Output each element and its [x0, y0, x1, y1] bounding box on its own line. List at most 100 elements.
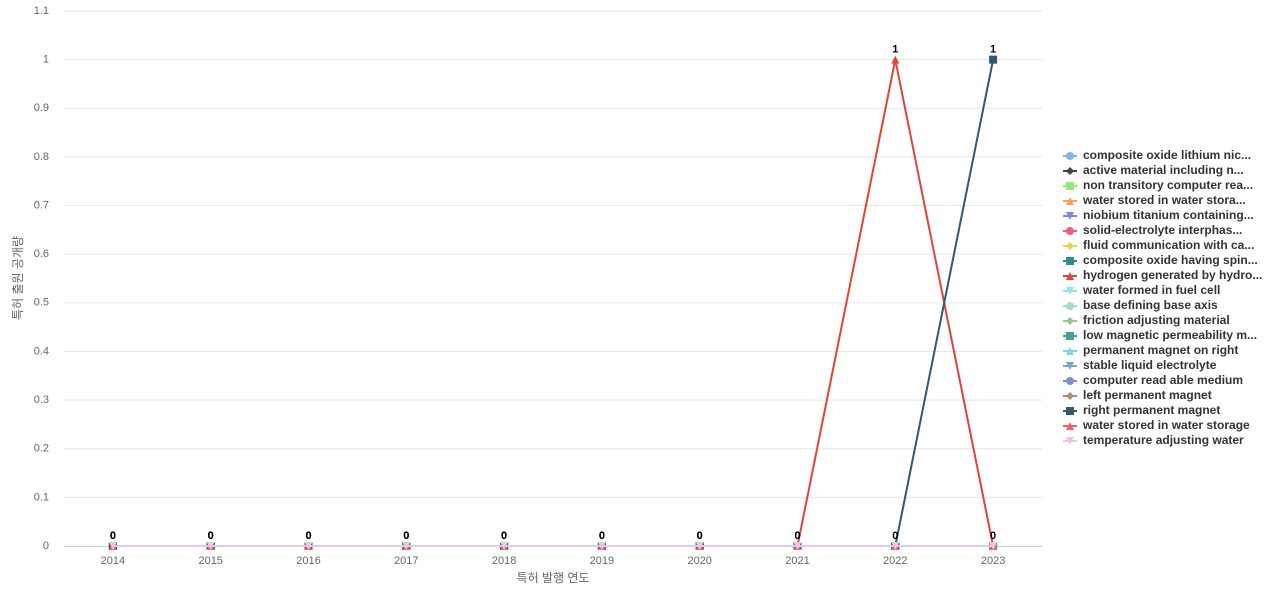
marker	[695, 542, 704, 550]
marker	[1066, 287, 1074, 295]
legend-text: non transitory computer rea...	[1083, 178, 1253, 192]
legend-item: water stored in water storage	[1063, 418, 1250, 432]
legend-item: fluid communication with ca...	[1063, 238, 1254, 252]
legend-item: permanent magnet on right	[1063, 343, 1238, 357]
legend-item: niobium titanium containing...	[1063, 208, 1254, 222]
marker	[1066, 257, 1074, 265]
marker	[1066, 437, 1074, 445]
marker	[304, 542, 313, 550]
marker	[108, 542, 117, 550]
x-tick-label: 2022	[883, 555, 907, 567]
legend-item: low magnetic permeability m...	[1063, 328, 1257, 342]
legend-item: computer read able medium	[1063, 373, 1243, 387]
y-tick-label: 0.1	[34, 491, 49, 503]
marker	[1066, 422, 1074, 430]
x-tick-label: 2019	[590, 555, 614, 567]
legend-item: composite oxide lithium nic...	[1063, 148, 1251, 162]
value-label: 0	[403, 530, 409, 542]
y-tick-label: 0.2	[34, 443, 49, 455]
y-tick-label: 0.6	[34, 248, 49, 260]
marker	[1066, 272, 1074, 280]
value-label: 1	[892, 44, 898, 56]
marker	[1066, 182, 1074, 190]
legend-item: active material including n...	[1063, 163, 1244, 177]
marker	[1066, 302, 1074, 310]
y-tick-label: 0	[43, 540, 49, 552]
value-label: 0	[501, 530, 507, 542]
value-label: 0	[697, 530, 703, 542]
marker	[1066, 332, 1074, 340]
legend-item: right permanent magnet	[1063, 403, 1220, 417]
marker	[1066, 167, 1074, 175]
marker	[1066, 392, 1074, 400]
y-tick-label: 0.4	[34, 345, 49, 357]
marker	[891, 542, 900, 550]
legend-item: left permanent magnet	[1063, 388, 1212, 402]
legend-item: stable liquid electrolyte	[1063, 358, 1217, 372]
x-axis-title: 특허 발행 연도	[517, 570, 590, 585]
legend-text: computer read able medium	[1083, 373, 1243, 387]
legend-text: left permanent magnet	[1083, 388, 1212, 402]
x-tick-label: 2021	[785, 555, 809, 567]
value-label: 0	[892, 530, 898, 542]
legend-text: hydrogen generated by hydro...	[1083, 268, 1262, 282]
legend-text: niobium titanium containing...	[1083, 208, 1254, 222]
legend-item: base defining base axis	[1063, 298, 1218, 312]
marker	[1066, 227, 1074, 235]
value-label: 0	[208, 530, 214, 542]
value-label: 0	[599, 530, 605, 542]
value-label: 1	[990, 44, 996, 56]
legend-text: solid-electrolyte interphas...	[1083, 223, 1242, 237]
y-tick-label: 0.8	[34, 151, 49, 163]
legend-text: composite oxide having spin...	[1083, 253, 1258, 267]
x-tick-label: 2017	[394, 555, 418, 567]
value-label: 0	[697, 530, 703, 542]
y-tick-label: 0.5	[34, 297, 49, 309]
marker	[206, 542, 215, 550]
value-label: 0	[794, 530, 800, 542]
legend-text: friction adjusting material	[1083, 313, 1230, 327]
legend-text: temperature adjusting water	[1083, 433, 1244, 447]
value-label: 0	[110, 530, 116, 542]
y-tick-label: 0.3	[34, 394, 49, 406]
legend-text: stable liquid electrolyte	[1083, 358, 1217, 372]
y-tick-label: 1	[43, 54, 49, 66]
x-tick-label: 2016	[296, 555, 320, 567]
legend-text: right permanent magnet	[1083, 403, 1220, 417]
legend-text: fluid communication with ca...	[1083, 238, 1254, 252]
marker	[597, 542, 606, 550]
value-label: 0	[403, 530, 409, 542]
legend-text: composite oxide lithium nic...	[1083, 148, 1251, 162]
value-label: 0	[305, 530, 311, 542]
x-tick-label: 2020	[687, 555, 711, 567]
marker	[1066, 317, 1074, 325]
marker	[989, 542, 998, 550]
marker	[1066, 152, 1074, 160]
legend-item: friction adjusting material	[1063, 313, 1230, 327]
x-tick-label: 2018	[492, 555, 516, 567]
value-label: 0	[990, 530, 996, 542]
legend-item: hydrogen generated by hydro...	[1063, 268, 1262, 282]
legend-text: water stored in water storage	[1082, 418, 1250, 432]
marker	[891, 55, 900, 64]
marker	[1066, 212, 1074, 220]
legend-item: water formed in fuel cell	[1063, 283, 1220, 297]
legend-item: non transitory computer rea...	[1063, 178, 1253, 192]
legend-item: temperature adjusting water	[1063, 433, 1244, 447]
marker	[1066, 197, 1074, 205]
legend-item: solid-electrolyte interphas...	[1063, 223, 1242, 237]
legend-text: low magnetic permeability m...	[1083, 328, 1257, 342]
marker	[1066, 377, 1074, 385]
marker	[1066, 362, 1074, 370]
marker	[500, 542, 509, 550]
y-axis-title: 특허 출원 공개량	[11, 236, 25, 320]
marker	[1066, 407, 1074, 415]
legend-item: composite oxide having spin...	[1063, 253, 1258, 267]
value-label: 0	[110, 530, 116, 542]
y-tick-label: 1.1	[34, 5, 49, 17]
x-tick-label: 2014	[101, 555, 125, 567]
legend-item: water stored in water stora...	[1063, 193, 1246, 207]
legend-text: base defining base axis	[1083, 298, 1218, 312]
marker	[793, 542, 802, 550]
